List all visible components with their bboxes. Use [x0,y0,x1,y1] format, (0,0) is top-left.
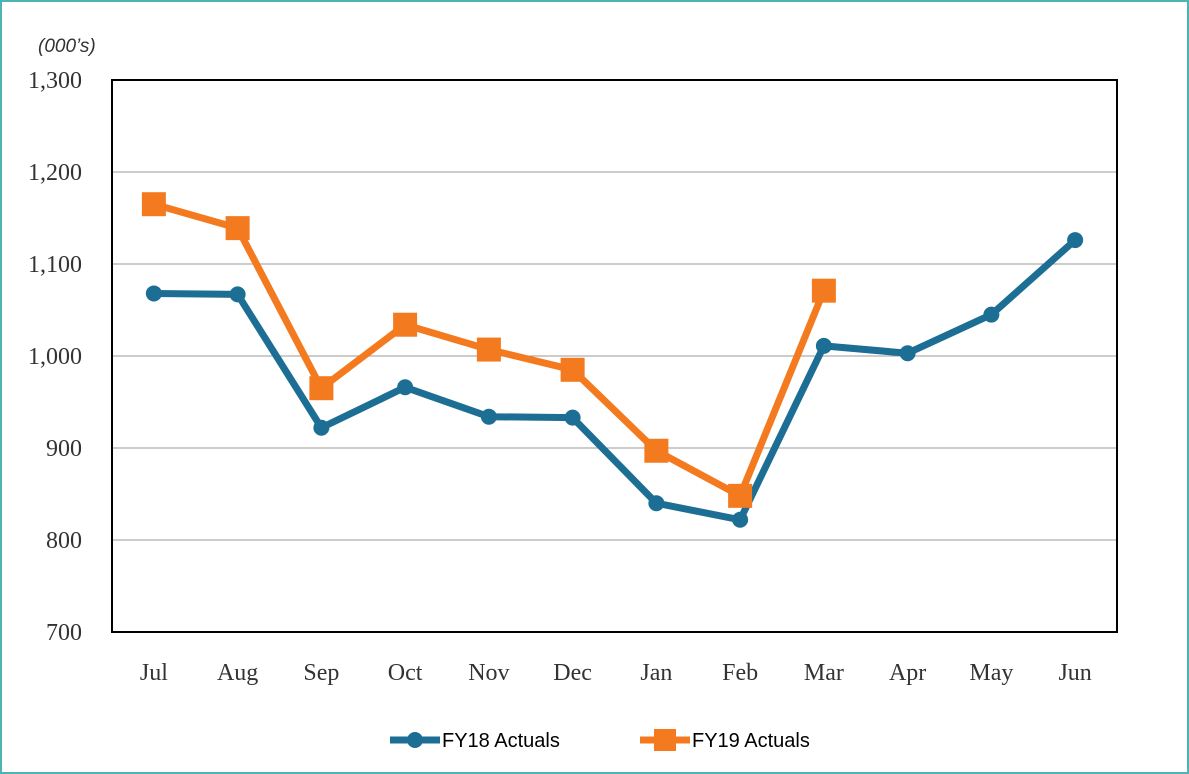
x-tick-label: Dec [553,660,592,686]
marker [899,345,916,362]
marker [732,511,749,528]
marker [313,419,330,436]
x-tick-label: Aug [217,660,258,686]
x-tick-label: Jan [640,660,672,686]
marker [728,483,753,508]
marker [1067,232,1084,249]
marker [141,192,166,217]
marker [145,285,162,302]
marker [309,376,334,401]
legend-marker [654,729,676,751]
x-tick-label: Apr [889,660,926,686]
y-tick-label: 1,000 [28,344,82,370]
marker [560,357,585,382]
series-line [153,237,1078,524]
marker [648,495,665,512]
marker [225,216,250,241]
marker [564,409,581,426]
x-tick-label: Oct [388,660,423,686]
legend-label: FY19 Actuals [692,730,810,752]
y-tick-label: 700 [46,620,82,646]
y-tick-label: 1,300 [28,68,82,94]
marker [815,337,832,354]
y-tick-label: 1,100 [28,252,82,278]
x-tick-label: May [969,660,1013,686]
marker [393,312,418,337]
marker [480,408,497,425]
x-tick-label: Jun [1058,660,1091,686]
y-tick-label: 800 [46,528,82,554]
subtitle: (000’s) [38,36,96,57]
legend-marker [407,732,423,748]
marker [644,438,669,463]
marker [397,379,414,396]
x-tick-label: Feb [722,660,758,686]
marker [983,306,1000,323]
marker [476,337,501,362]
x-tick-label: Sep [303,660,339,686]
legend-label: FY18 Actuals [442,730,560,752]
x-tick-label: Mar [804,660,844,686]
y-tick-label: 1,200 [28,160,82,186]
marker [229,286,246,303]
marker [811,278,836,303]
plot-border [111,79,1118,633]
y-tick-label: 900 [46,436,82,462]
x-tick-label: Nov [468,660,509,686]
x-tick-label: Jul [140,660,168,686]
